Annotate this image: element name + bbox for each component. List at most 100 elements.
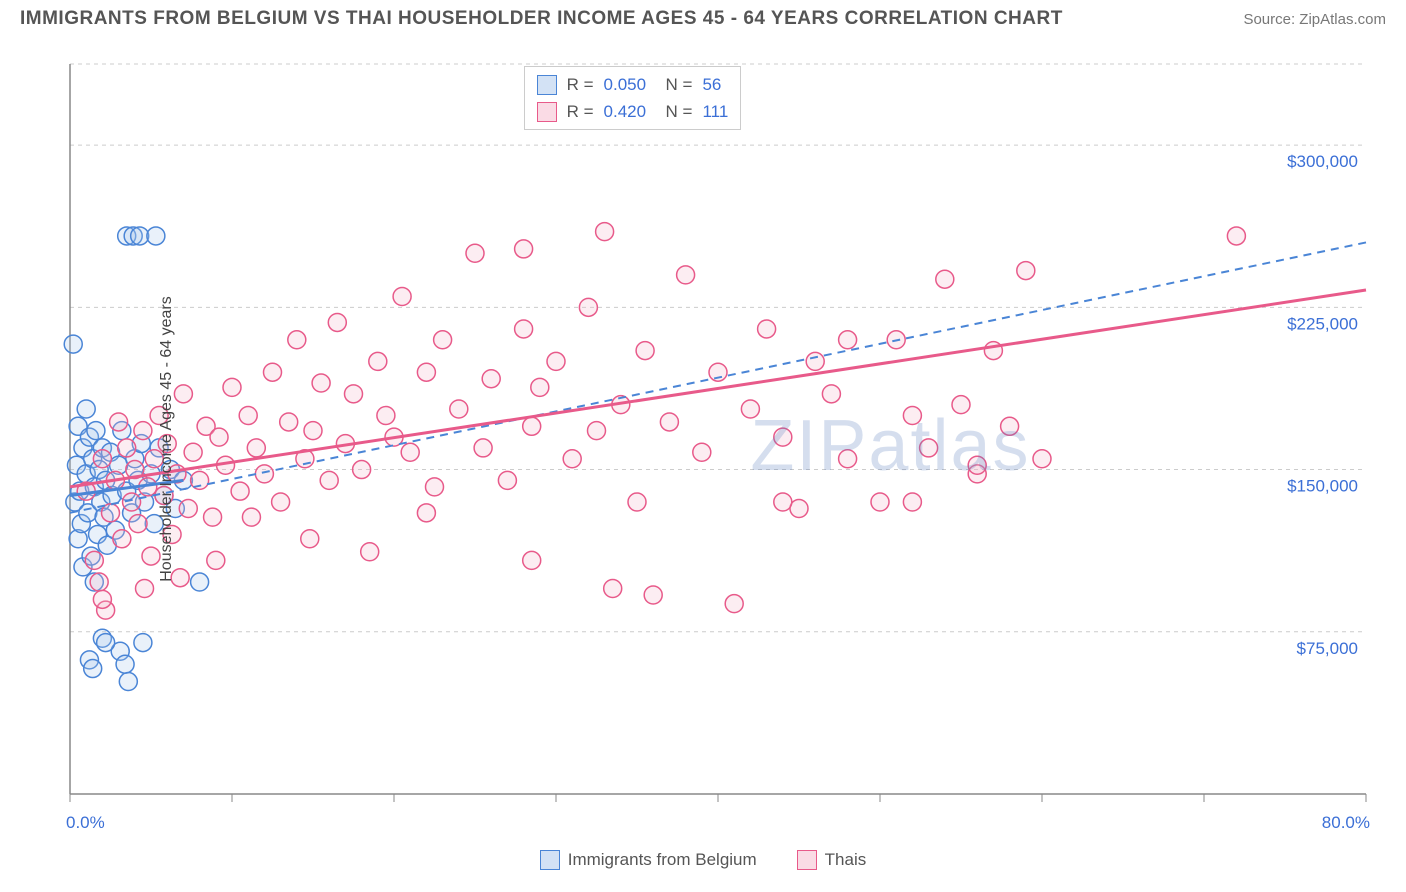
data-point: [523, 551, 541, 569]
svg-text:$225,000: $225,000: [1287, 314, 1358, 333]
data-point: [774, 428, 792, 446]
data-point: [97, 634, 115, 652]
legend-label: Thais: [825, 850, 867, 870]
data-point: [134, 422, 152, 440]
data-point: [242, 508, 260, 526]
data-point: [790, 499, 808, 517]
data-point: [85, 551, 103, 569]
data-point: [320, 471, 338, 489]
data-point: [116, 655, 134, 673]
data-point: [90, 573, 108, 591]
data-point: [64, 335, 82, 353]
data-point: [113, 530, 131, 548]
data-point: [147, 227, 165, 245]
data-point: [417, 363, 435, 381]
data-point: [377, 406, 395, 424]
legend-item: Immigrants from Belgium: [540, 850, 757, 870]
data-point: [531, 378, 549, 396]
data-point: [1017, 262, 1035, 280]
legend-label: Immigrants from Belgium: [568, 850, 757, 870]
data-point: [247, 439, 265, 457]
data-point: [515, 240, 533, 258]
data-point: [304, 422, 322, 440]
data-point: [903, 493, 921, 511]
data-point: [301, 530, 319, 548]
legend-row: R = 0.050 N = 56: [537, 71, 729, 98]
data-point: [210, 428, 228, 446]
data-point: [264, 363, 282, 381]
data-point: [417, 504, 435, 522]
data-point: [134, 634, 152, 652]
data-point: [223, 378, 241, 396]
legend-n-value: 111: [702, 98, 728, 125]
data-point: [952, 396, 970, 414]
legend-item: Thais: [797, 850, 867, 870]
data-point: [474, 439, 492, 457]
data-point: [596, 223, 614, 241]
data-point: [239, 406, 257, 424]
data-point: [87, 422, 105, 440]
data-point: [498, 471, 516, 489]
data-point: [179, 499, 197, 517]
legend-swatch: [537, 102, 557, 122]
data-point: [563, 450, 581, 468]
data-point: [1001, 417, 1019, 435]
data-point: [174, 385, 192, 403]
data-point: [191, 573, 209, 591]
legend-n-value: 56: [702, 71, 721, 98]
data-point: [131, 227, 149, 245]
legend-r-label: R =: [567, 98, 594, 125]
data-point: [426, 478, 444, 496]
legend-r-label: R =: [567, 71, 594, 98]
data-point: [119, 673, 137, 691]
legend-swatch: [797, 850, 817, 870]
data-point: [523, 417, 541, 435]
data-point: [118, 439, 136, 457]
data-point: [361, 543, 379, 561]
svg-text:80.0%: 80.0%: [1322, 813, 1370, 832]
legend-swatch: [540, 850, 560, 870]
data-point: [677, 266, 695, 284]
svg-text:$150,000: $150,000: [1287, 477, 1358, 496]
data-point: [434, 331, 452, 349]
data-point: [1033, 450, 1051, 468]
data-point: [207, 551, 225, 569]
chart-source: Source: ZipAtlas.com: [1243, 11, 1386, 28]
data-point: [839, 450, 857, 468]
legend-swatch: [537, 75, 557, 95]
legend-r-value: 0.420: [604, 98, 647, 125]
data-point: [822, 385, 840, 403]
data-point: [272, 493, 290, 511]
data-point: [920, 439, 938, 457]
data-point: [628, 493, 646, 511]
svg-text:$300,000: $300,000: [1287, 152, 1358, 171]
series-legend: Immigrants from Belgium Thais: [0, 850, 1406, 870]
data-point: [725, 595, 743, 613]
data-point: [936, 270, 954, 288]
data-point: [741, 400, 759, 418]
chart-title: IMMIGRANTS FROM BELGIUM VS THAI HOUSEHOL…: [20, 8, 1063, 30]
data-point: [758, 320, 776, 338]
data-point: [328, 313, 346, 331]
legend-n-label: N =: [656, 71, 692, 98]
data-point: [1227, 227, 1245, 245]
data-point: [93, 590, 111, 608]
data-point: [184, 443, 202, 461]
data-point: [393, 288, 411, 306]
data-point: [839, 331, 857, 349]
data-point: [644, 586, 662, 604]
svg-text:$75,000: $75,000: [1297, 639, 1358, 658]
data-point: [255, 465, 273, 483]
data-point: [345, 385, 363, 403]
data-point: [515, 320, 533, 338]
data-point: [353, 461, 371, 479]
data-point: [968, 456, 986, 474]
chart-container: Householder Income Ages 45 - 64 years $7…: [20, 34, 1386, 844]
data-point: [401, 443, 419, 461]
data-point: [77, 400, 95, 418]
svg-text:0.0%: 0.0%: [66, 813, 105, 832]
legend-n-label: N =: [656, 98, 692, 125]
data-point: [547, 352, 565, 370]
legend-r-value: 0.050: [604, 71, 647, 98]
data-point: [231, 482, 249, 500]
